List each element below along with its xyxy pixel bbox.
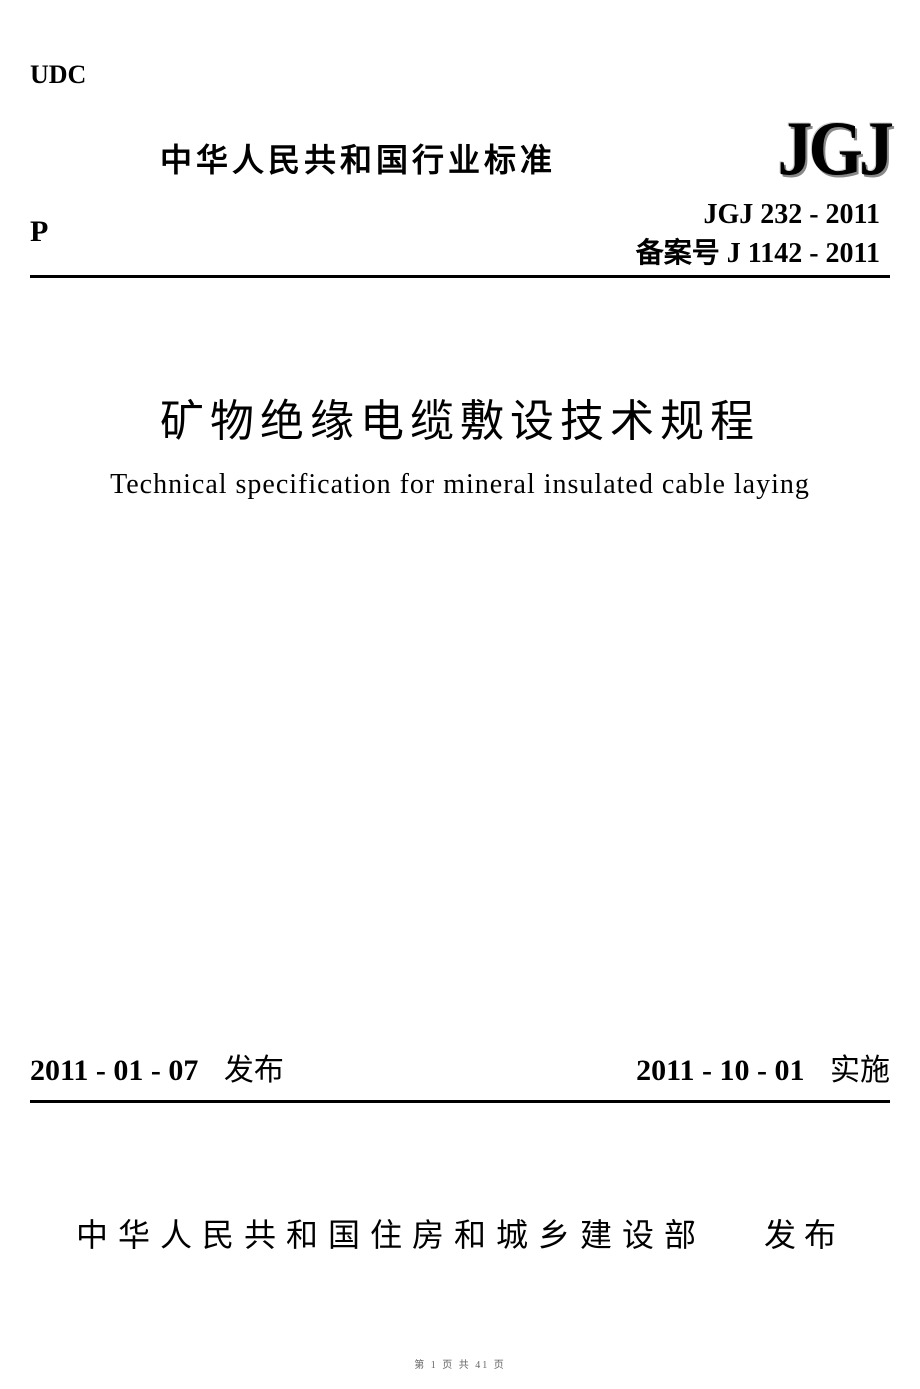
main-title-section: 矿物绝缘电缆敷设技术规程 Technical specification for… [0, 385, 920, 501]
standard-code: JGJ 232 - 2011 [636, 195, 880, 234]
standard-code-block: JGJ 232 - 2011 备案号 J 1142 - 2011 [636, 195, 880, 273]
page-footer: 第 1 页 共 41 页 [0, 1356, 920, 1371]
issue-date: 2011 - 01 - 07 [30, 1054, 198, 1087]
publisher-action: 发布 [764, 1217, 844, 1253]
jgj-logo-icon: JGJ [778, 112, 890, 189]
main-title-chinese: 矿物绝缘电缆敷设技术规程 [0, 385, 920, 449]
industry-standard-title: 中华人民共和国行业标准 [160, 135, 556, 181]
logo-block: JGJ [778, 115, 890, 185]
bottom-divider [30, 1100, 890, 1103]
record-number: 备案号 J 1142 - 2011 [636, 234, 880, 273]
publisher-name: 中华人民共和国住房和城乡建设部 [76, 1217, 706, 1253]
top-divider [30, 275, 890, 278]
effective-date: 2011 - 10 - 01 [636, 1054, 804, 1087]
publisher-row: 中华人民共和国住房和城乡建设部 发布 [0, 1210, 920, 1256]
effective-label: 实施 [830, 1054, 890, 1087]
main-title-english: Technical specification for mineral insu… [0, 469, 920, 501]
p-classification-label: P [30, 215, 48, 249]
issue-date-block: 2011 - 01 - 07 发布 [30, 1045, 284, 1089]
udc-label: UDC [30, 60, 86, 90]
effective-date-block: 2011 - 10 - 01 实施 [636, 1045, 890, 1089]
header-row: 中华人民共和国行业标准 JGJ [0, 115, 920, 185]
issue-label: 发布 [224, 1054, 284, 1087]
dates-row: 2011 - 01 - 07 发布 2011 - 10 - 01 实施 [30, 1045, 890, 1089]
